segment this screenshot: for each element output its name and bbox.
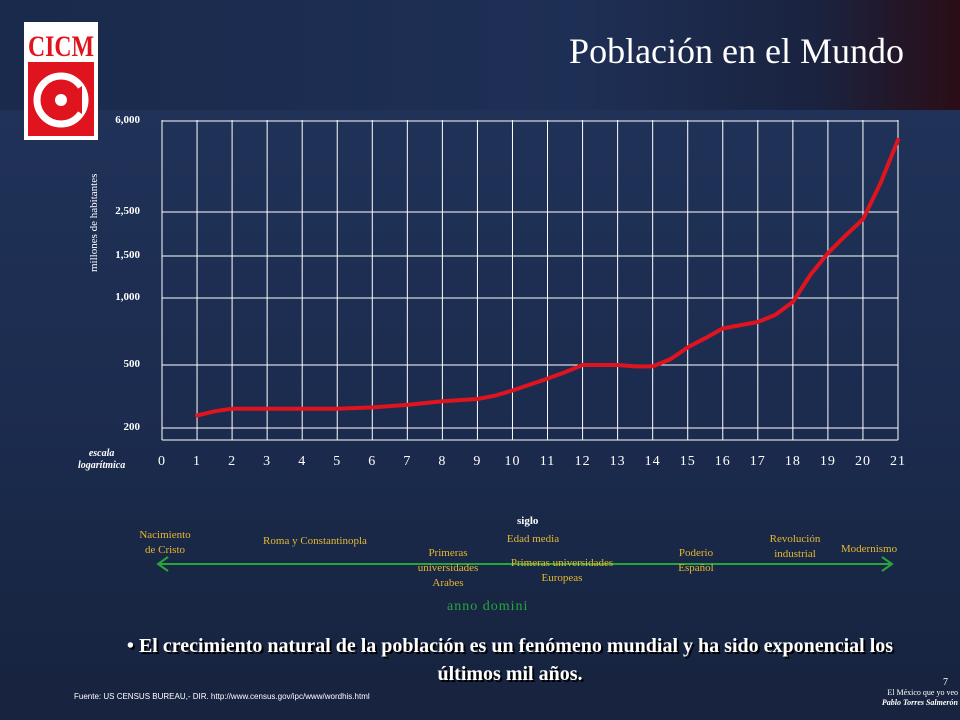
event-line: Español — [678, 562, 714, 574]
scale-note-line-2: logarítmica — [78, 460, 126, 471]
event-line: Europeas — [541, 572, 583, 584]
event-line: Arabes — [432, 577, 464, 589]
y-axis-label: millones de habitantes — [88, 173, 100, 272]
event-line: industrial — [774, 548, 816, 560]
population-chart — [161, 120, 900, 441]
slide-title: Población en el Mundo — [569, 31, 904, 71]
event-line: Revolución — [769, 533, 821, 545]
bullet-icon: • — [126, 635, 139, 657]
event-line: Nacimiento — [139, 529, 191, 541]
x-tick-label: 7 — [403, 454, 412, 469]
x-tick-label: 9 — [473, 454, 482, 469]
footer-source: Fuente: US CENSUS BUREAU,- DIR. http://w… — [74, 692, 370, 701]
x-tick-label: 11 — [539, 454, 556, 469]
y-tick-label: 6,000 — [115, 114, 140, 126]
x-tick-label: 10 — [504, 454, 521, 469]
footer-right: 7 El México que yo veo Pablo Torres Salm… — [838, 678, 958, 708]
event-nacimiento: Nacimiento de Cristo — [120, 528, 210, 558]
page-number: 7 — [943, 677, 948, 688]
x-tick-label: 17 — [749, 454, 766, 469]
x-tick-label: 1 — [193, 454, 202, 469]
chart-series — [195, 138, 900, 418]
event-roma: Roma y Constantinopla — [240, 534, 390, 549]
timeline-right-arrowhead — [881, 556, 894, 572]
x-tick-label: 13 — [609, 454, 626, 469]
event-line: Roma y Constantinopla — [263, 535, 367, 547]
footer-right-line-2: Pablo Torres Salmerón — [881, 698, 958, 707]
x-tick-label: 20 — [854, 454, 871, 469]
x-tick-label: 15 — [679, 454, 696, 469]
event-line: Edad media — [506, 533, 560, 545]
x-tick-label: 12 — [574, 454, 591, 469]
x-tick-label: 4 — [298, 454, 307, 469]
x-tick-label: 14 — [644, 454, 661, 469]
event-line: universidades — [417, 562, 479, 574]
event-line: Primeras — [428, 547, 468, 559]
timeline-arrow — [156, 556, 894, 572]
population-series-line — [195, 138, 900, 418]
logo-notch — [61, 86, 82, 114]
y-tick-label: 1,500 — [115, 249, 140, 261]
y-tick-label: 2,500 — [115, 205, 140, 217]
anno-domini-label: anno domini — [447, 599, 529, 614]
logo-center — [55, 94, 67, 106]
footer-bar — [0, 678, 960, 720]
logo-text: CICM — [28, 30, 94, 63]
x-tick-label: 19 — [819, 454, 836, 469]
title-bar — [0, 0, 960, 110]
event-universidades-arabes: Primeras universidades Arabes — [402, 546, 494, 591]
x-tick-label: 2 — [228, 454, 237, 469]
y-tick-label: 1,000 — [115, 291, 140, 303]
x-tick-label: 18 — [784, 454, 801, 469]
x-tick-label: 8 — [438, 454, 447, 469]
event-edad-media: Edad media — [488, 532, 578, 547]
x-tick-label: 5 — [333, 454, 342, 469]
cicm-logo-icon: CICM — [24, 22, 98, 140]
event-modernismo: Modernismo — [826, 542, 912, 557]
event-line: Poderio — [678, 547, 714, 559]
event-line: Primeras universidades — [510, 557, 614, 569]
chart-grid — [161, 120, 899, 441]
event-revolucion-industrial: Revolución industrial — [750, 532, 840, 562]
cicm-logo-graphic: CICM — [28, 30, 94, 136]
x-tick-label: 0 — [158, 454, 166, 469]
scale-note: escala logarítmica — [78, 448, 125, 472]
footer-right-line-1: El México que yo veo — [887, 688, 958, 697]
bullet-text: El crecimiento natural de la población e… — [138, 635, 894, 685]
event-line: de Cristo — [144, 544, 186, 556]
x-tick-label: 21 — [890, 454, 906, 469]
x-tick-label: 6 — [368, 454, 377, 469]
event-universidades-europeas: Primeras universidades Europeas — [492, 556, 632, 586]
x-tick-label: 16 — [714, 454, 731, 469]
bullet-text-block: • El crecimiento natural de la población… — [100, 632, 920, 688]
event-poderio-espanol: Poderio Español — [658, 546, 734, 576]
y-tick-label: 500 — [123, 358, 141, 370]
x-tick-label: 3 — [263, 454, 272, 469]
logo-ring — [33, 72, 89, 128]
scale-note-line-1: escala — [88, 448, 115, 459]
x-axis-label: siglo — [517, 515, 539, 527]
timeline-left-arrowhead — [156, 556, 169, 572]
y-tick-label: 200 — [123, 421, 141, 433]
event-line: Modernismo — [840, 543, 898, 555]
